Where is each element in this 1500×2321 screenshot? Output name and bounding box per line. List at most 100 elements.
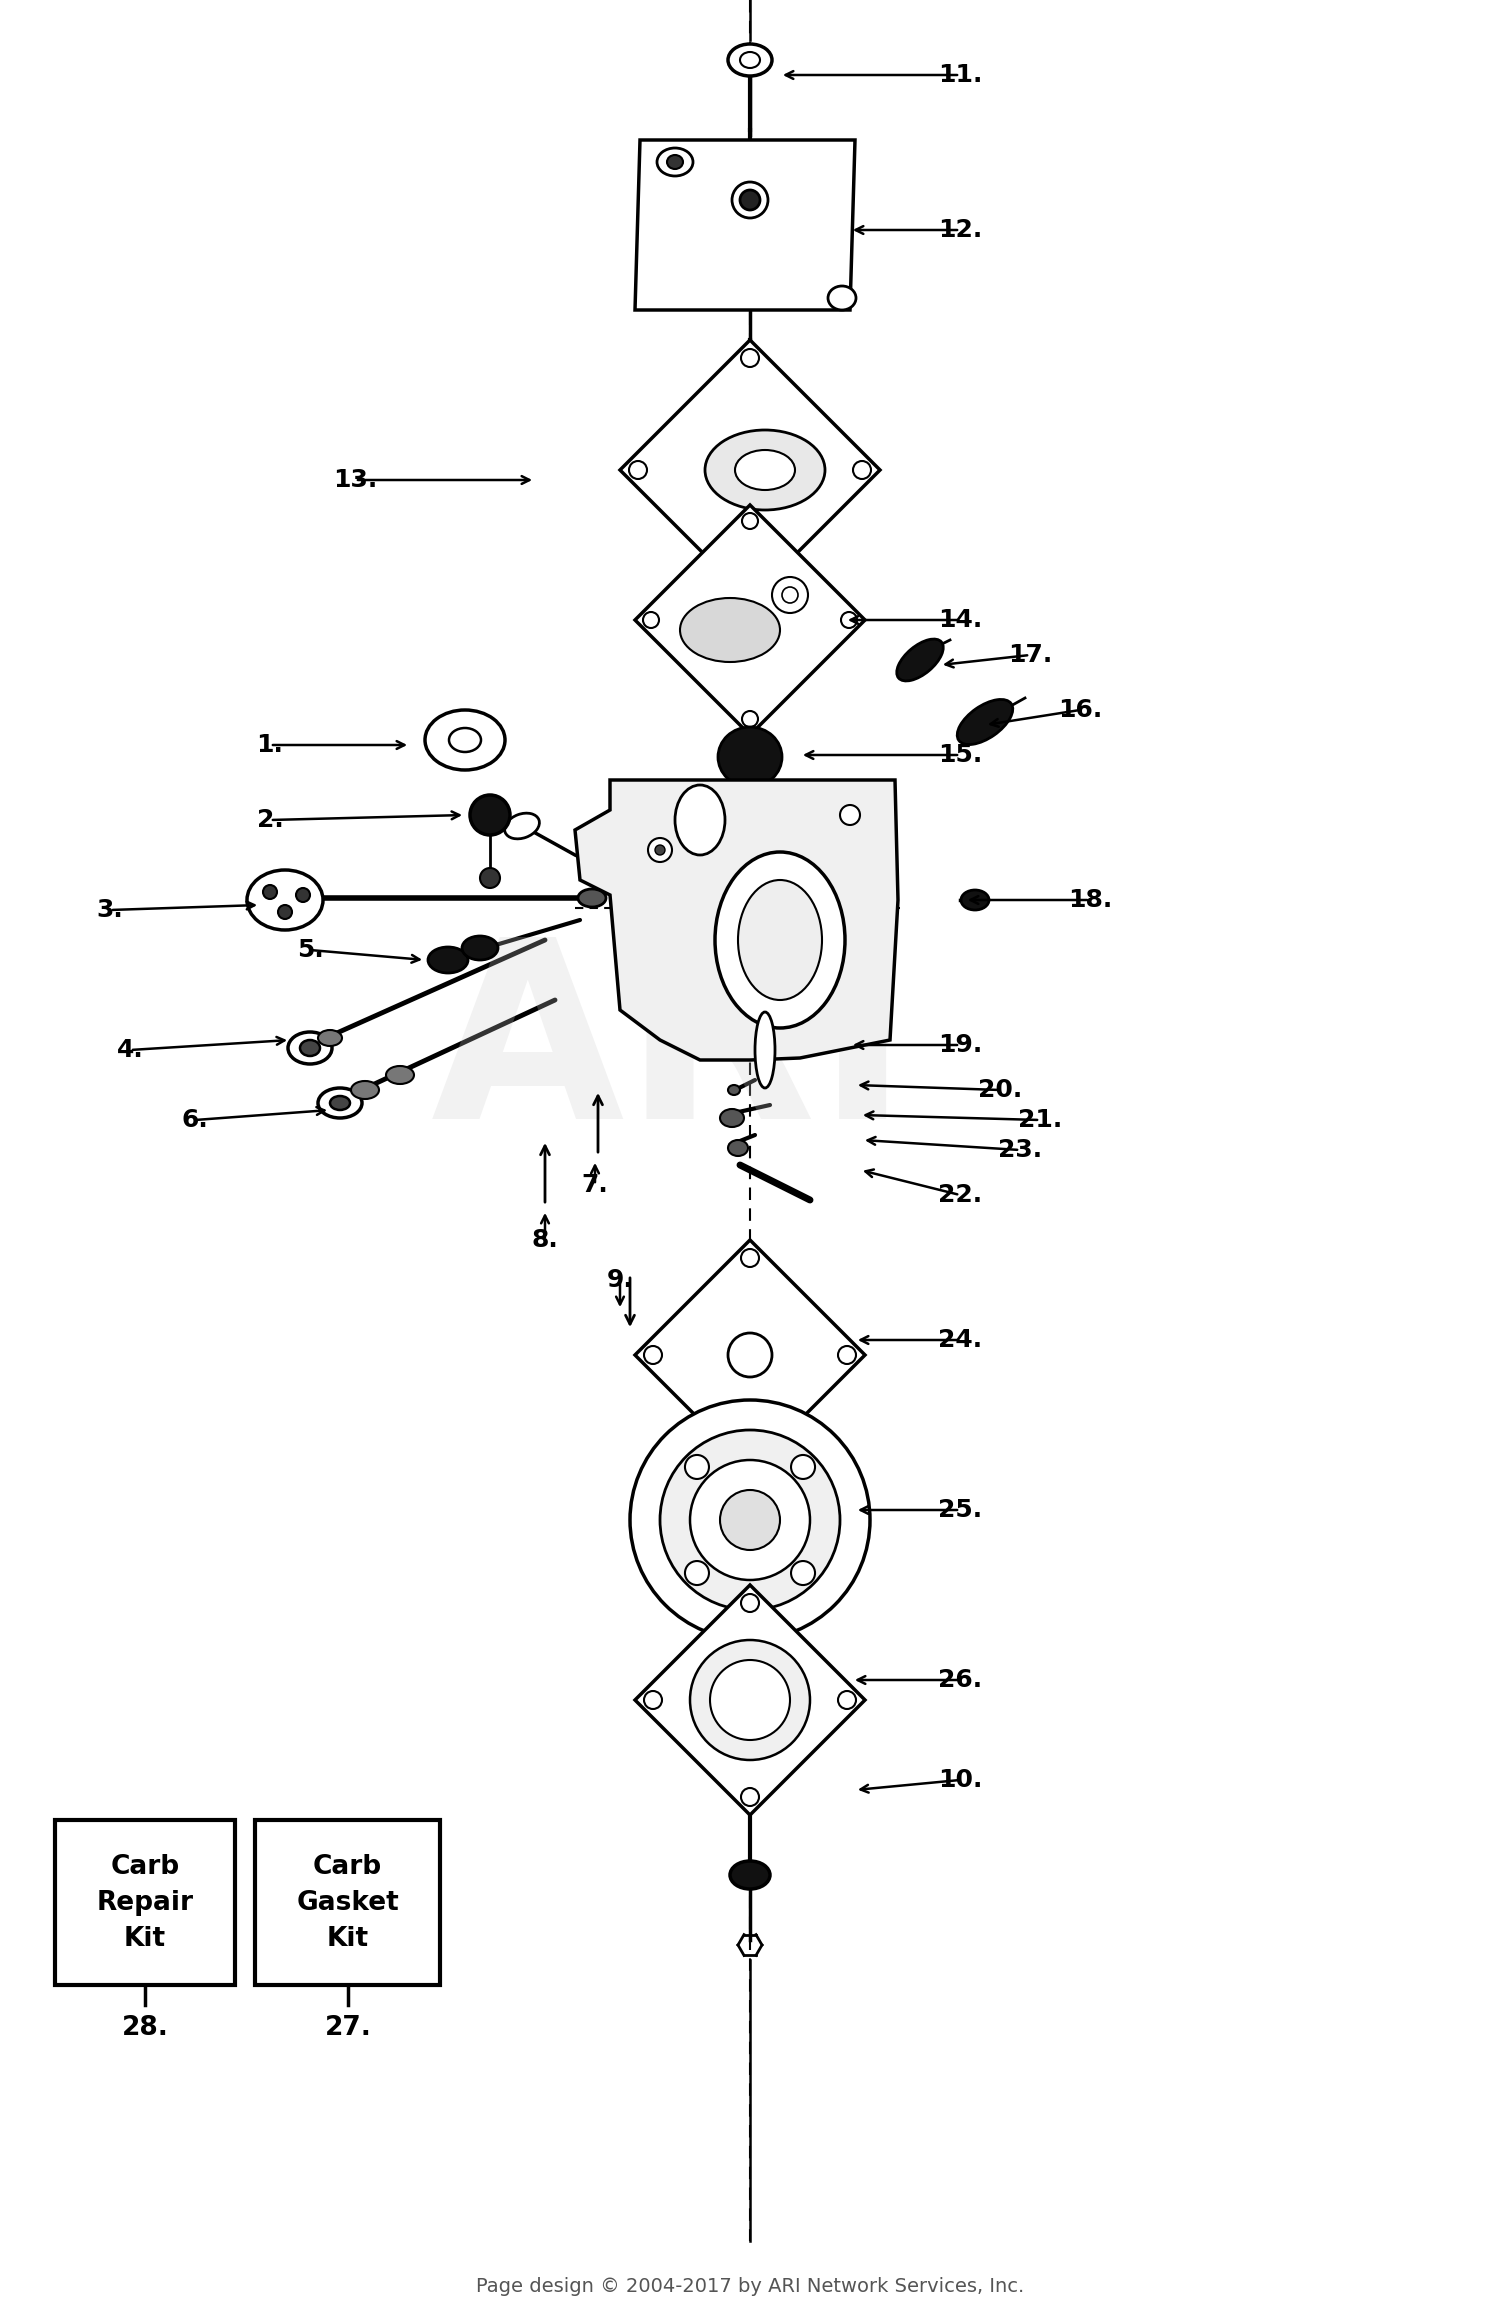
Ellipse shape: [702, 1332, 798, 1427]
Ellipse shape: [690, 1641, 810, 1759]
Polygon shape: [634, 1585, 866, 1815]
Ellipse shape: [839, 1346, 856, 1365]
Ellipse shape: [278, 905, 292, 919]
Ellipse shape: [957, 699, 1012, 745]
Text: 5.: 5.: [297, 938, 324, 961]
Ellipse shape: [740, 51, 760, 67]
Ellipse shape: [842, 613, 856, 629]
Text: Carb
Gasket
Kit: Carb Gasket Kit: [296, 1854, 399, 1952]
Ellipse shape: [480, 868, 500, 889]
Ellipse shape: [300, 1040, 320, 1056]
Ellipse shape: [720, 1109, 744, 1128]
Ellipse shape: [296, 889, 310, 903]
Ellipse shape: [718, 726, 782, 787]
Ellipse shape: [754, 1012, 776, 1089]
Ellipse shape: [644, 1692, 662, 1708]
Ellipse shape: [718, 1349, 782, 1411]
Ellipse shape: [741, 1444, 759, 1460]
Ellipse shape: [427, 947, 468, 972]
Ellipse shape: [644, 1346, 662, 1365]
Text: 23.: 23.: [998, 1137, 1042, 1163]
Ellipse shape: [728, 1332, 772, 1376]
Ellipse shape: [741, 1787, 759, 1806]
Text: 13.: 13.: [333, 469, 376, 492]
Ellipse shape: [424, 710, 506, 771]
Ellipse shape: [288, 1033, 332, 1063]
Ellipse shape: [386, 1065, 414, 1084]
Text: 28.: 28.: [122, 2015, 168, 2040]
Polygon shape: [634, 139, 855, 311]
Bar: [255, 1820, 440, 1984]
Ellipse shape: [656, 845, 664, 854]
Ellipse shape: [262, 884, 278, 898]
Text: Carb
Repair
Kit: Carb Repair Kit: [96, 1854, 194, 1952]
Ellipse shape: [740, 190, 760, 209]
Ellipse shape: [853, 462, 871, 478]
Text: 19.: 19.: [938, 1033, 982, 1056]
Ellipse shape: [720, 1490, 780, 1550]
Ellipse shape: [504, 812, 540, 838]
Ellipse shape: [790, 1455, 814, 1478]
Text: 4.: 4.: [117, 1037, 144, 1063]
Ellipse shape: [728, 44, 772, 77]
Text: 11.: 11.: [938, 63, 982, 86]
Ellipse shape: [735, 450, 795, 490]
Ellipse shape: [772, 578, 808, 613]
Text: 7.: 7.: [582, 1172, 609, 1198]
Ellipse shape: [248, 870, 322, 931]
Text: ARI: ARI: [430, 928, 909, 1172]
Ellipse shape: [741, 573, 759, 592]
Text: 2.: 2.: [256, 808, 284, 831]
Text: 20.: 20.: [978, 1077, 1022, 1102]
Ellipse shape: [730, 1861, 770, 1889]
Ellipse shape: [741, 1595, 759, 1613]
Text: 6.: 6.: [182, 1107, 209, 1133]
Ellipse shape: [897, 638, 944, 680]
Ellipse shape: [630, 1400, 870, 1641]
Ellipse shape: [686, 1562, 709, 1585]
Ellipse shape: [728, 1084, 740, 1096]
Ellipse shape: [318, 1089, 362, 1119]
Bar: [56, 1820, 236, 1984]
Text: 18.: 18.: [1068, 889, 1112, 912]
Ellipse shape: [705, 429, 825, 511]
Ellipse shape: [448, 729, 482, 752]
Text: 10.: 10.: [938, 1769, 982, 1792]
Ellipse shape: [462, 935, 498, 961]
Ellipse shape: [675, 784, 724, 854]
Ellipse shape: [690, 1460, 810, 1581]
Ellipse shape: [728, 1683, 772, 1718]
Ellipse shape: [351, 1082, 380, 1100]
Ellipse shape: [790, 1562, 814, 1585]
Ellipse shape: [738, 880, 822, 1000]
Ellipse shape: [710, 1660, 791, 1741]
Text: 25.: 25.: [938, 1497, 982, 1523]
Text: 21.: 21.: [1019, 1107, 1062, 1133]
Ellipse shape: [318, 1031, 342, 1047]
Ellipse shape: [728, 1140, 748, 1156]
Text: 17.: 17.: [1008, 643, 1052, 666]
Ellipse shape: [648, 838, 672, 861]
Ellipse shape: [628, 462, 646, 478]
Text: 9.: 9.: [606, 1267, 633, 1293]
Ellipse shape: [962, 889, 988, 910]
Ellipse shape: [470, 796, 510, 836]
Text: 14.: 14.: [938, 608, 982, 631]
Ellipse shape: [782, 587, 798, 603]
Text: 12.: 12.: [938, 218, 982, 241]
Ellipse shape: [742, 513, 758, 529]
Ellipse shape: [686, 1455, 709, 1478]
Ellipse shape: [716, 852, 844, 1028]
Ellipse shape: [578, 889, 606, 908]
Text: 22.: 22.: [938, 1184, 982, 1207]
Ellipse shape: [330, 1096, 350, 1109]
Text: 27.: 27.: [324, 2015, 372, 2040]
Ellipse shape: [741, 348, 759, 367]
Ellipse shape: [840, 805, 860, 824]
Text: 1.: 1.: [256, 733, 284, 757]
Text: 16.: 16.: [1058, 699, 1102, 722]
Ellipse shape: [732, 181, 768, 218]
Ellipse shape: [741, 1249, 759, 1267]
Text: 26.: 26.: [938, 1669, 982, 1692]
Text: Page design © 2004-2017 by ARI Network Services, Inc.: Page design © 2004-2017 by ARI Network S…: [476, 2277, 1024, 2295]
